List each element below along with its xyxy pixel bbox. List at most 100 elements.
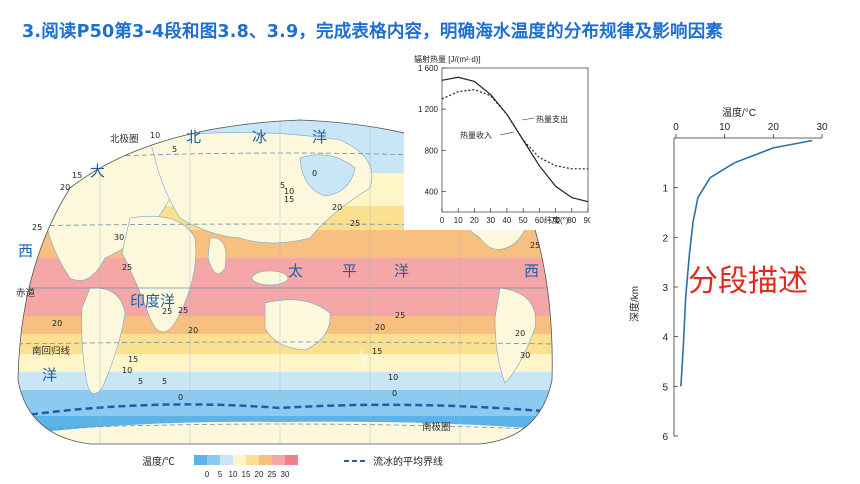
- ocean-label-tai: 太: [288, 262, 303, 280]
- isotherm-label: 0: [312, 169, 317, 178]
- map-legend: 温度/℃ 0 5 10 15 20 25 30 流冰的平均界线: [142, 455, 443, 479]
- y-tick-label: 1 600: [418, 64, 439, 73]
- isotherm-label: 20: [60, 183, 70, 192]
- legend-tick: 30: [281, 470, 290, 479]
- x-tick-label: 40: [502, 216, 511, 225]
- y-tick-label: 5: [662, 382, 668, 393]
- isotherm-label: 30: [520, 351, 530, 360]
- series-line-heat-income: [441, 76, 589, 203]
- isotherm-label: 20: [52, 319, 62, 328]
- isotherm-label: 25: [350, 219, 360, 228]
- isotherm-label: 20: [188, 326, 198, 335]
- legend-swatch: [246, 455, 259, 465]
- y-tick-label: 1 200: [418, 105, 439, 114]
- legend-swatch: [233, 455, 246, 465]
- isotherm-label: 20: [332, 203, 342, 212]
- isotherm-label: 15: [72, 171, 82, 180]
- y-tick-label: 3: [662, 283, 668, 294]
- x-tick-label: 20: [768, 122, 780, 133]
- isotherm-label: 5: [138, 377, 143, 386]
- series-line-heat-expense: [441, 88, 588, 170]
- x-axis-label: 纬度(°): [544, 215, 569, 225]
- isotherm-label: 0: [392, 389, 397, 398]
- legend-title: 温度/℃: [142, 455, 175, 468]
- ice-line-label: 流冰的平均界线: [373, 455, 443, 468]
- label-heat-expense: 热量支出: [536, 114, 568, 124]
- legend-swatch: [272, 455, 285, 465]
- isotherm-label: 25: [122, 263, 132, 272]
- legend-swatch: [194, 455, 207, 465]
- y-tick-label: 2: [662, 233, 668, 244]
- ocean-label-north: 北: [186, 128, 201, 146]
- ocean-label-ping: 平: [342, 262, 357, 280]
- ocean-label-ocean-2: 洋: [42, 366, 57, 384]
- x-tick-label: 30: [816, 122, 828, 133]
- antarctic-circle-label: 南极圈: [422, 421, 451, 433]
- legend-tick: 10: [229, 470, 238, 479]
- leader-line: [521, 117, 535, 121]
- y-tick-label: 400: [425, 187, 439, 196]
- isotherm-label: 10: [122, 366, 132, 375]
- legend-tick: 5: [218, 470, 223, 479]
- legend-swatch: [285, 455, 298, 465]
- x-tick-label: 30: [486, 216, 495, 225]
- legend-tick: 25: [268, 470, 277, 479]
- legend-swatch: [207, 455, 220, 465]
- isotherm-label: 15: [284, 195, 294, 204]
- isotherm-label: 25: [32, 223, 42, 232]
- legend-tick: 15: [242, 470, 251, 479]
- x-tick-label: 70: [551, 216, 560, 225]
- ocean-label-ice: 冰: [252, 128, 267, 146]
- y-tick-label: 6: [662, 432, 668, 443]
- x-tick-label: 0: [673, 122, 679, 133]
- ocean-label-west-2: 西: [524, 262, 539, 280]
- isotherm-label: 20: [375, 323, 385, 332]
- x-tick-label: 0: [440, 216, 445, 225]
- isotherm-label: 25: [530, 241, 540, 250]
- x-tick-label: 10: [719, 122, 731, 133]
- isotherm-label: 10: [150, 131, 160, 140]
- x-tick-label: 20: [470, 216, 479, 225]
- x-tick-label: 10: [454, 216, 463, 225]
- ocean-label-yang: 洋: [394, 262, 409, 280]
- chart1-ylabel: 辐射热量 [J/(m²·d)]: [414, 54, 481, 64]
- isotherm-label: 15: [128, 355, 138, 364]
- x-tick-label: 60: [535, 216, 544, 225]
- tropic-south-label: 南回归线: [32, 345, 71, 357]
- legend-tick: 20: [255, 470, 264, 479]
- temperature-depth-chart: 温度/°C 0 10 20 30 1 2 3 4 5 6 深度/km: [622, 100, 844, 452]
- x-tick-label: 50: [519, 216, 528, 225]
- isotherm-label: 25: [178, 306, 188, 315]
- ocean-label-indian: 印度洋: [130, 292, 175, 310]
- legend-tick: 0: [205, 470, 210, 479]
- annotation-text: 分段描述: [688, 264, 808, 299]
- label-heat-income: 热量收入: [460, 130, 492, 140]
- isotherm-label: 5: [172, 145, 177, 154]
- x-tick-label: 80: [567, 216, 576, 225]
- radiation-latitude-chart: 辐射热量 [J/(m²·d)] 1 600 1 200 800 400 0 10 20 30…: [404, 52, 590, 230]
- x-tick-label: 90: [584, 216, 590, 225]
- chart2-xlabel: 温度/°C: [722, 106, 756, 119]
- isotherm-label: 10: [284, 187, 294, 196]
- ocean-label-big: 大: [90, 162, 105, 180]
- isotherm-label: 0: [178, 393, 183, 402]
- arctic-circle-label: 北极圈: [110, 133, 139, 145]
- chart2-ylabel: 深度/km: [628, 286, 641, 322]
- isotherm-label: 5: [162, 377, 167, 386]
- leader-line: [499, 131, 515, 136]
- page-title: 3.阅读P50第3-4段和图3.8、3.9，完成表格内容，明确海水温度的分布规律…: [22, 22, 724, 42]
- isotherm-label: 30: [114, 233, 124, 242]
- isotherm-label: 25: [162, 307, 172, 316]
- legend-swatch: [259, 455, 272, 465]
- chart1-frame: [441, 67, 589, 213]
- isotherm-label: 20: [515, 329, 525, 338]
- ocean-label-west: 西: [18, 242, 33, 260]
- y-tick-label: 4: [662, 333, 668, 344]
- isotherm-label: 25: [395, 311, 405, 320]
- temperature-depth-curve: [680, 139, 813, 387]
- equator-label: 赤道: [16, 287, 36, 299]
- isotherm-label: 5: [280, 181, 285, 190]
- legend-swatch: [220, 455, 233, 465]
- y-tick-label: 800: [425, 146, 439, 155]
- ocean-label-ocean-1: 洋: [312, 128, 327, 146]
